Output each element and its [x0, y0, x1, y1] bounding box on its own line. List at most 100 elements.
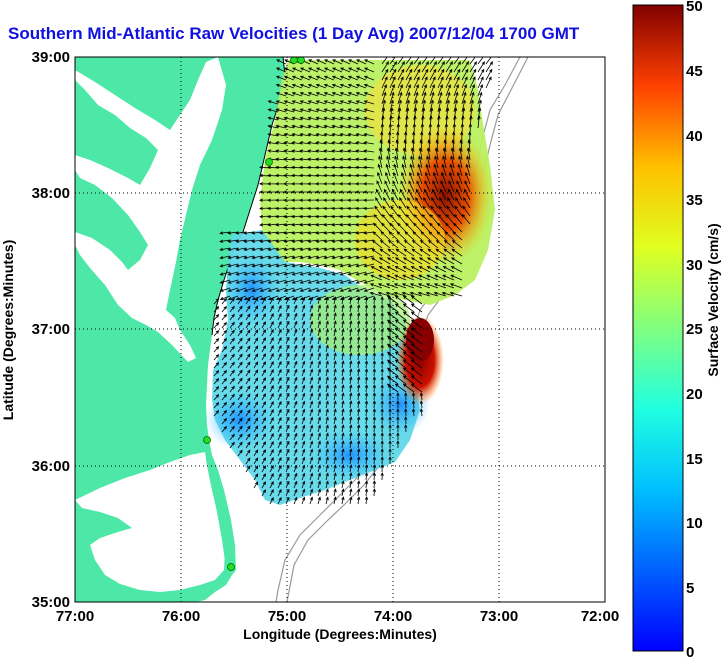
- velocity-vector: [267, 214, 279, 219]
- velocity-vector: [339, 247, 351, 252]
- velocity-vector: [331, 214, 343, 219]
- colorbar-tick-label: 35: [686, 192, 703, 209]
- velocity-vector: [283, 116, 295, 121]
- velocity-vector: [377, 171, 383, 185]
- velocity-vector: [267, 287, 279, 292]
- velocity-vector: [253, 409, 259, 417]
- velocity-vector: [237, 393, 243, 401]
- velocity-vector: [285, 432, 290, 441]
- velocity-vector: [339, 149, 351, 153]
- velocity-vector: [235, 295, 247, 301]
- velocity-vector: [309, 456, 314, 465]
- velocity-vector: [301, 432, 306, 441]
- colorbar-tick-label: 5: [686, 580, 694, 597]
- velocity-vector: [347, 271, 359, 276]
- velocity-vector: [349, 336, 353, 345]
- velocity-vector: [386, 274, 399, 281]
- velocity-vector: [409, 283, 423, 289]
- radar-station-marker: [227, 563, 235, 571]
- velocity-vector: [275, 223, 287, 227]
- velocity-vector: [333, 392, 337, 401]
- velocity-vector: [381, 214, 391, 225]
- velocity-vector: [325, 336, 329, 345]
- velocity-vector: [269, 417, 274, 425]
- velocity-vector: [229, 377, 235, 385]
- velocity-vector: [331, 165, 343, 170]
- velocity-vector: [462, 205, 471, 217]
- velocity-vector: [461, 61, 469, 73]
- velocity-vector: [277, 360, 282, 369]
- velocity-vector: [325, 416, 329, 425]
- velocity-vector: [333, 368, 337, 377]
- velocity-vector: [485, 57, 494, 65]
- velocity-vector: [418, 155, 423, 169]
- velocity-vector: [315, 157, 327, 161]
- velocity-vector: [356, 496, 361, 505]
- velocity-vector: [253, 321, 259, 329]
- velocity-vector: [267, 223, 279, 227]
- velocity-vector: [409, 163, 415, 177]
- velocity-vector: [331, 263, 343, 268]
- velocity-vector: [386, 311, 399, 321]
- velocity-vector: [285, 312, 290, 321]
- velocity-vector: [253, 481, 259, 489]
- velocity-vector: [450, 266, 463, 273]
- velocity-vector: [457, 163, 463, 177]
- velocity-vector: [387, 248, 399, 257]
- velocity-vector: [229, 417, 235, 425]
- velocity-vector: [323, 75, 335, 81]
- velocity-vector: [301, 456, 306, 465]
- velocity-vector: [419, 392, 424, 401]
- velocity-vector: [307, 108, 319, 113]
- velocity-vector: [401, 291, 415, 297]
- velocity-vector: [331, 67, 343, 73]
- colorbar-tick-label: 30: [686, 257, 703, 274]
- colorbar-tick-label: 0: [686, 644, 694, 659]
- x-axis-label: Longitude (Degrees:Minutes): [243, 626, 437, 642]
- velocity-vector: [333, 360, 337, 369]
- velocity-vector: [299, 247, 311, 252]
- velocity-vector: [243, 239, 255, 243]
- velocity-vector: [388, 456, 392, 465]
- velocity-vector: [386, 359, 399, 369]
- velocity-vector: [269, 377, 274, 385]
- velocity-vector: [331, 279, 343, 284]
- velocity-vector: [364, 416, 369, 425]
- velocity-vector: [363, 75, 375, 81]
- velocity-vector: [396, 440, 400, 449]
- velocity-vector: [347, 231, 359, 235]
- velocity-vector: [275, 132, 287, 137]
- velocity-vector: [356, 344, 361, 353]
- velocity-vector: [251, 239, 263, 243]
- velocity-vector: [283, 223, 295, 227]
- velocity-vector: [437, 91, 443, 105]
- velocity-vector: [291, 83, 303, 89]
- velocity-vector: [285, 456, 290, 465]
- velocity-vector: [413, 61, 421, 73]
- velocity-vector: [235, 271, 247, 276]
- velocity-vector: [477, 91, 483, 105]
- velocity-vector: [237, 337, 243, 345]
- velocity-vector: [259, 231, 271, 235]
- velocity-vector: [285, 360, 290, 369]
- velocity-vector: [221, 361, 227, 369]
- velocity-vector: [237, 377, 243, 385]
- velocity-vector: [410, 383, 423, 393]
- velocity-vector: [349, 456, 353, 465]
- velocity-vector: [245, 393, 251, 401]
- velocity-vector: [448, 180, 455, 193]
- velocity-vector: [355, 100, 367, 105]
- velocity-vector: [267, 149, 279, 153]
- velocity-vector: [370, 266, 383, 273]
- velocity-vector: [325, 384, 329, 393]
- velocity-vector: [341, 376, 345, 385]
- velocity-vector: [363, 271, 375, 276]
- velocity-vector: [285, 336, 290, 345]
- velocity-vector: [283, 287, 295, 292]
- velocity-vector: [409, 171, 415, 185]
- velocity-vector: [261, 377, 266, 385]
- velocity-vector: [245, 465, 251, 473]
- velocity-vector: [323, 255, 335, 260]
- velocity-vector: [301, 352, 306, 361]
- velocity-vector: [285, 440, 290, 449]
